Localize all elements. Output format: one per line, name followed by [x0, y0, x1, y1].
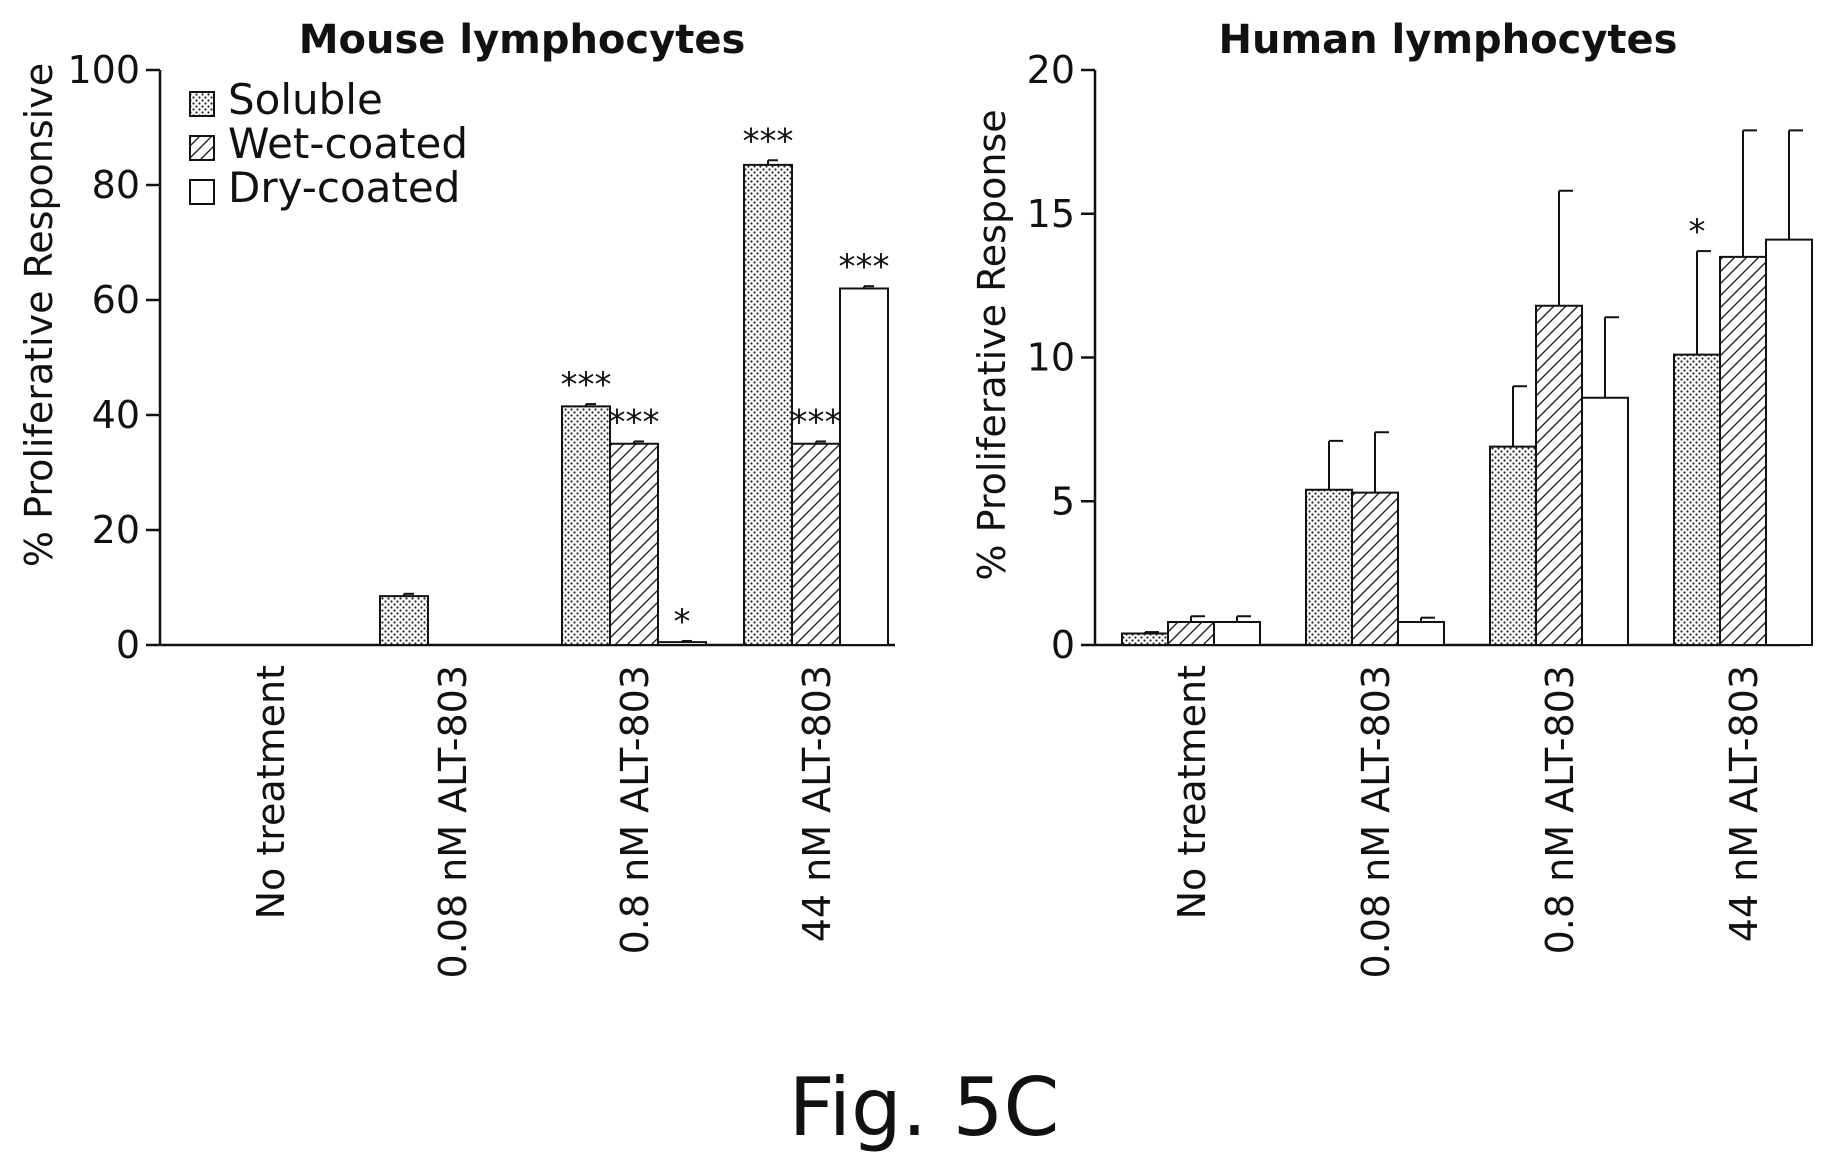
x-tick-label: 0.08 nM ALT-803 — [1354, 665, 1398, 979]
bar-wet-coated — [1351, 491, 1399, 646]
y-tick-label: 0 — [116, 623, 140, 667]
bar-dry-coated — [1397, 621, 1445, 646]
x-tick-label: No treatment — [249, 665, 293, 919]
x-tick-label: 44 nM ALT-803 — [795, 665, 839, 942]
legend-swatch-dry-coated — [189, 179, 215, 205]
x-tick-label: No treatment — [1170, 665, 1214, 919]
bar-dry-coated — [839, 287, 889, 646]
bar-wet-coated — [1719, 255, 1767, 646]
x-tick-label: 0.08 nM ALT-803 — [431, 665, 475, 979]
y-tick-label: 40 — [92, 393, 140, 437]
significance-marker: *** — [561, 365, 612, 405]
y-tick-label: 15 — [1027, 192, 1075, 236]
chart-title: Mouse lymphocytes — [299, 17, 746, 63]
bar-soluble — [1305, 488, 1353, 646]
y-tick-label: 5 — [1051, 479, 1075, 523]
significance-marker: *** — [791, 402, 842, 442]
y-tick-label: 10 — [1027, 336, 1075, 380]
x-tick-label: 0.8 nM ALT-803 — [1538, 665, 1582, 954]
x-tick-label: 0.8 nM ALT-803 — [613, 665, 657, 954]
bar-soluble — [1673, 353, 1721, 646]
mouse-lymphocytes-chart: Mouse lymphocytes % Proliferative Respon… — [17, 17, 895, 979]
legend-label: Wet-coated — [228, 119, 468, 168]
significance-marker: * — [674, 602, 691, 642]
bar-dry-coated — [1765, 238, 1813, 646]
bar-soluble — [743, 163, 793, 646]
y-tick-label: 0 — [1051, 623, 1075, 667]
legend-swatch-soluble — [189, 91, 215, 117]
x-tick-label: 44 nM ALT-803 — [1722, 665, 1766, 942]
bar-wet-coated — [791, 442, 841, 646]
human-lymphocytes-chart: Human lymphocytes % Proliferative Respon… — [970, 17, 1813, 979]
legend-swatch-wet-coated — [189, 135, 215, 161]
bar-dry-coated — [1213, 621, 1261, 646]
significance-marker: * — [1689, 212, 1706, 252]
bar-wet-coated — [1535, 304, 1583, 646]
y-tick-label: 60 — [92, 278, 140, 322]
y-tick-label: 80 — [92, 163, 140, 207]
bar-soluble — [561, 405, 611, 646]
bar-wet-coated — [1167, 621, 1215, 646]
bar-soluble — [1121, 632, 1169, 646]
bar-soluble — [379, 595, 429, 646]
y-tick-label: 20 — [92, 508, 140, 552]
significance-marker: *** — [839, 247, 890, 287]
bar-dry-coated — [1581, 396, 1629, 646]
y-axis-label: % Proliferative Responsive — [17, 63, 61, 567]
figure-label: Fig. 5C — [789, 1061, 1060, 1154]
bar-dry-coated — [657, 641, 707, 646]
legend-label: Soluble — [228, 75, 383, 124]
legend-label: Dry-coated — [228, 163, 460, 212]
y-tick-label: 100 — [67, 48, 140, 92]
bar-soluble — [1489, 445, 1537, 646]
significance-marker: *** — [743, 121, 794, 161]
y-tick-label: 20 — [1027, 48, 1075, 92]
significance-marker: *** — [609, 402, 660, 442]
y-axis-label: % Proliferative Response — [970, 109, 1014, 580]
bar-wet-coated — [609, 442, 659, 646]
chart-title: Human lymphocytes — [1219, 17, 1678, 63]
